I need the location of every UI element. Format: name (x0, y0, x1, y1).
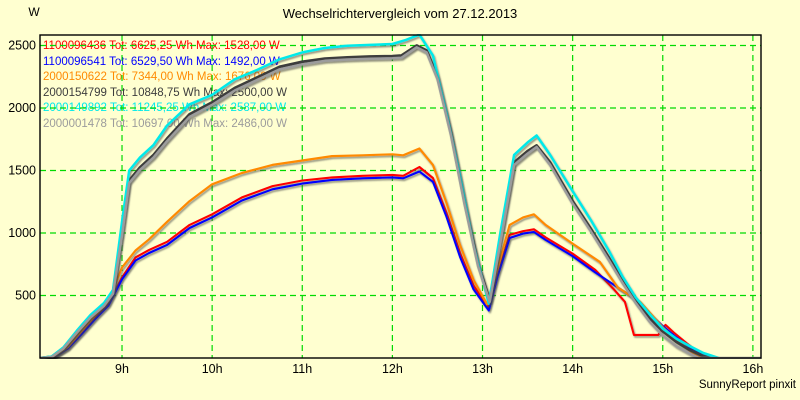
x-tick-label: 15h (652, 362, 673, 376)
watermark-text: SunnyReport pinxit (698, 379, 796, 391)
y-tick-label: 2500 (8, 39, 36, 53)
series-line-1100096436 (40, 165, 711, 359)
plot-border (39, 34, 762, 359)
series-line-2000001478 (40, 46, 762, 359)
x-tick-label: 14h (562, 362, 583, 376)
x-tick-label: 10h (202, 362, 223, 376)
series-line-2000154799 (40, 44, 711, 359)
y-tick-label: 1500 (8, 164, 36, 178)
series-line-2000149892 (40, 34, 720, 359)
legend-row: 2000001478 Tot: 10697,00 Wh Max: 2486,00… (43, 117, 288, 130)
y-tick-label: 1000 (8, 226, 36, 240)
y-axis-unit-label: W (28, 5, 40, 19)
x-tick-label: 13h (472, 362, 493, 376)
x-tick-label: 9h (115, 362, 129, 376)
x-tick-label: 16h (742, 362, 763, 376)
series-line-2000150622 (40, 147, 705, 359)
legend-row: 2000150622 Tot: 7344,00 Wh Max: 1676,00 … (43, 71, 281, 83)
y-tick-label: 500 (15, 289, 36, 303)
legend-row: 1100096541 Tot: 6529,50 Wh Max: 1492,00 … (43, 55, 280, 68)
x-tick-label: 12h (382, 362, 403, 376)
x-tick-label: 11h (292, 362, 312, 376)
y-tick-label: 2000 (8, 101, 36, 115)
chart-title: Wechselrichtervergleich vom 27.12.2013 (282, 6, 518, 21)
